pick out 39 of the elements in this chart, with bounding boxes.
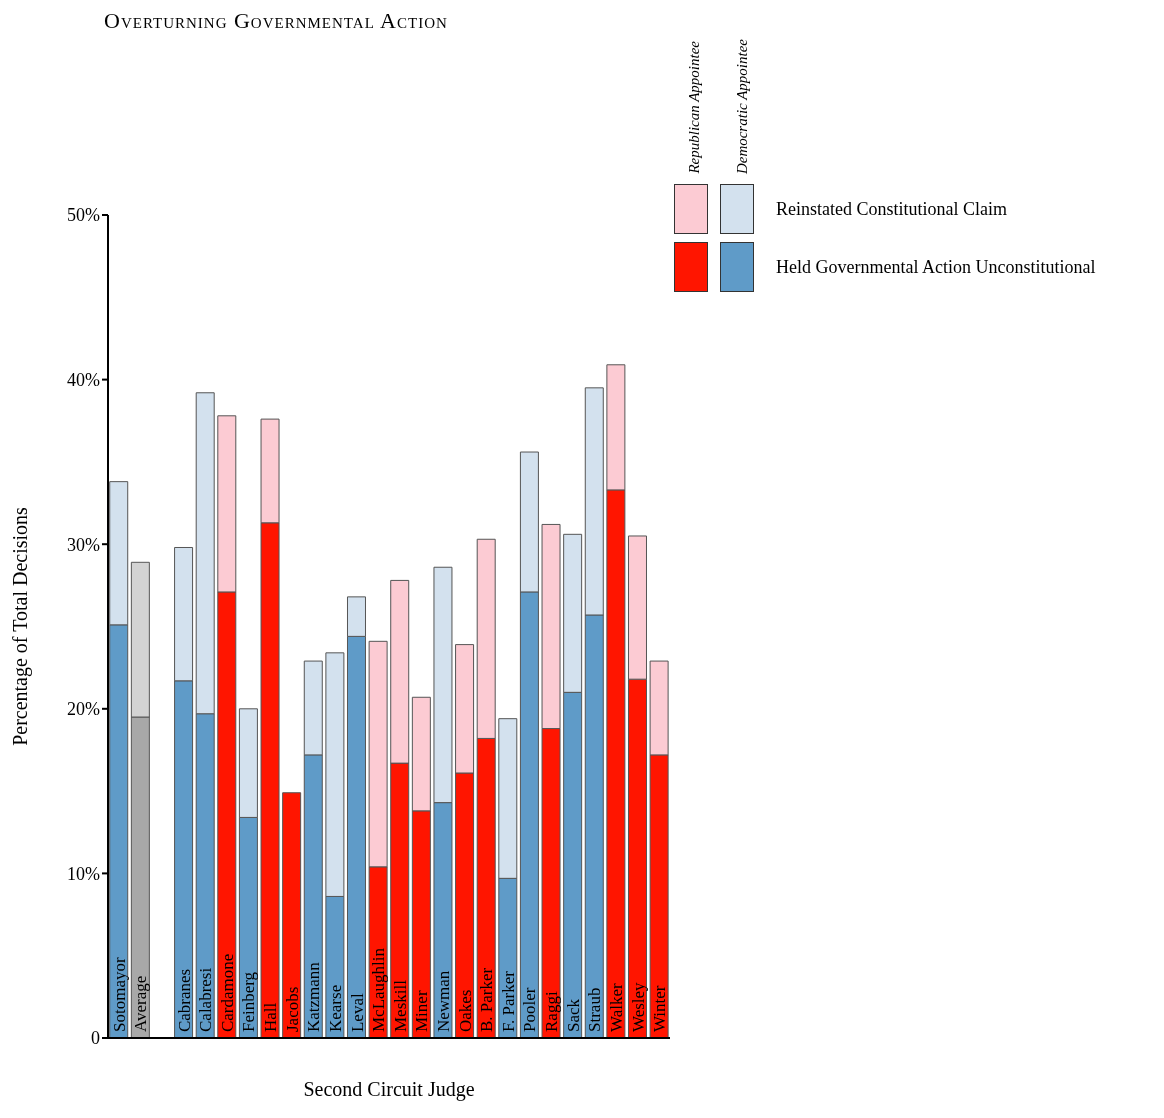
x-tick-label: Hall <box>261 1002 281 1032</box>
x-tick-label: F. Parker <box>498 970 518 1032</box>
bar <box>282 792 302 1038</box>
text: Reinstated Constitutional Claim <box>776 198 1007 220</box>
x-tick-label: Wesley <box>628 981 648 1032</box>
x-tick-label: Average <box>131 975 151 1032</box>
x-tick-label: Straub <box>585 987 605 1032</box>
x-tick-label: Newman <box>433 970 453 1032</box>
x-tick-label: Calabresi <box>196 967 216 1032</box>
x-tick-label: Katzmann <box>304 961 324 1032</box>
text: Held Governmental Action Unconstitutional <box>776 256 1096 278</box>
y-tick-label: 0 <box>91 1028 100 1049</box>
x-tick-label: B. Parker <box>477 967 497 1032</box>
x-tick-label: Miner <box>412 990 432 1032</box>
text: Republican Appointee <box>686 41 703 174</box>
y-tick-label: 20% <box>67 699 100 720</box>
chart-title: Overturning Governmental Action <box>104 8 448 34</box>
x-tick-label: Sack <box>563 998 583 1032</box>
x-axis-title: Second Circuit Judge <box>303 1078 475 1101</box>
x-tick-label: Cardamone <box>217 953 237 1032</box>
x-tick-label: Cabranes <box>174 968 194 1032</box>
x-tick-label: Pooler <box>520 987 540 1032</box>
x-tick-label: Raggi <box>542 991 562 1032</box>
x-tick-label: Meskill <box>390 979 410 1032</box>
x-tick-label: Feinberg <box>239 971 259 1032</box>
y-tick-label: 10% <box>67 863 100 884</box>
y-tick-label: 50% <box>67 205 100 226</box>
x-tick-label: Leval <box>347 993 367 1032</box>
x-tick-label: Oakes <box>455 989 475 1032</box>
x-tick-label: McLaughlin <box>369 947 389 1032</box>
x-tick-label: Sotomayor <box>109 957 129 1032</box>
x-tick-label: Walker <box>606 983 626 1032</box>
y-axis-title: Percentage of Total Decisions <box>9 506 33 746</box>
x-tick-label: Winter <box>650 985 670 1032</box>
x-tick-label: Jacobs <box>282 986 302 1032</box>
y-tick-label: 40% <box>67 369 100 390</box>
y-tick-label: 30% <box>67 534 100 555</box>
text: Democratic Appointee <box>734 38 751 174</box>
x-tick-label: Kearse <box>325 984 345 1032</box>
